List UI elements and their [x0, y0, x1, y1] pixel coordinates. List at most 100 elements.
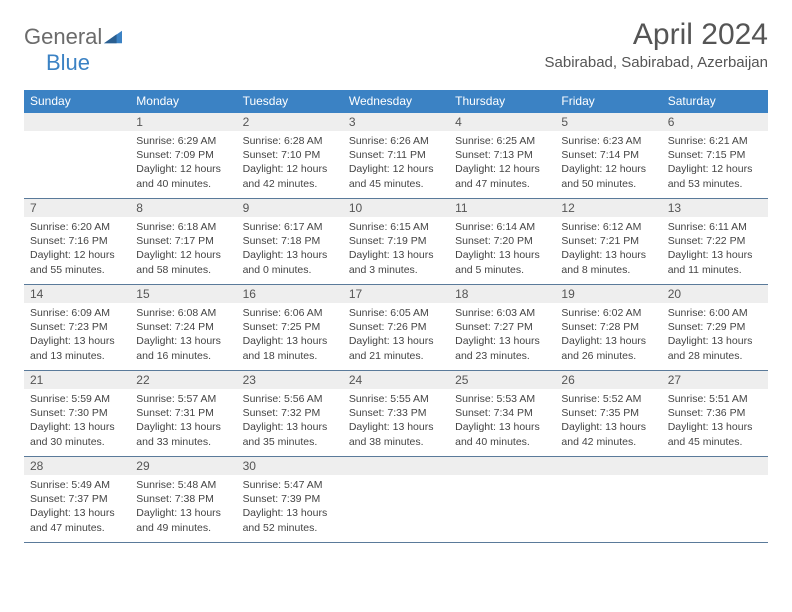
calendar-day-cell: 8Sunrise: 6:18 AMSunset: 7:17 PMDaylight…: [130, 199, 236, 285]
day-number: 5: [555, 113, 661, 131]
calendar-day-cell: 12Sunrise: 6:12 AMSunset: 7:21 PMDayligh…: [555, 199, 661, 285]
sunrise-line: Sunrise: 6:14 AM: [455, 220, 549, 234]
sunrise-line: Sunrise: 6:09 AM: [30, 306, 124, 320]
day-info: Sunrise: 6:20 AMSunset: 7:16 PMDaylight:…: [24, 217, 130, 281]
calendar-day-cell: 13Sunrise: 6:11 AMSunset: 7:22 PMDayligh…: [662, 199, 768, 285]
day-number: 7: [24, 199, 130, 217]
daylight-line: Daylight: 13 hours and 26 minutes.: [561, 334, 655, 362]
calendar-day-cell: 10Sunrise: 6:15 AMSunset: 7:19 PMDayligh…: [343, 199, 449, 285]
day-number: 15: [130, 285, 236, 303]
sunset-line: Sunset: 7:25 PM: [243, 320, 337, 334]
day-number: 16: [237, 285, 343, 303]
sunset-line: Sunset: 7:23 PM: [30, 320, 124, 334]
daylight-line: Daylight: 13 hours and 35 minutes.: [243, 420, 337, 448]
sunrise-line: Sunrise: 5:59 AM: [30, 392, 124, 406]
day-info: Sunrise: 6:09 AMSunset: 7:23 PMDaylight:…: [24, 303, 130, 367]
sunrise-line: Sunrise: 5:49 AM: [30, 478, 124, 492]
sunset-line: Sunset: 7:29 PM: [668, 320, 762, 334]
day-number: 17: [343, 285, 449, 303]
calendar-day-cell: 6Sunrise: 6:21 AMSunset: 7:15 PMDaylight…: [662, 113, 768, 199]
daylight-line: Daylight: 13 hours and 42 minutes.: [561, 420, 655, 448]
calendar-day-cell: 22Sunrise: 5:57 AMSunset: 7:31 PMDayligh…: [130, 371, 236, 457]
empty-day-strip: [343, 457, 449, 475]
daylight-line: Daylight: 13 hours and 45 minutes.: [668, 420, 762, 448]
daylight-line: Daylight: 13 hours and 40 minutes.: [455, 420, 549, 448]
sunset-line: Sunset: 7:39 PM: [243, 492, 337, 506]
sunset-line: Sunset: 7:24 PM: [136, 320, 230, 334]
day-number: 9: [237, 199, 343, 217]
day-info: Sunrise: 6:05 AMSunset: 7:26 PMDaylight:…: [343, 303, 449, 367]
month-title: April 2024: [545, 18, 769, 52]
title-block: April 2024 Sabirabad, Sabirabad, Azerbai…: [545, 18, 769, 71]
day-number: 10: [343, 199, 449, 217]
calendar-empty-cell: [555, 457, 661, 543]
sunset-line: Sunset: 7:22 PM: [668, 234, 762, 248]
calendar-head: SundayMondayTuesdayWednesdayThursdayFrid…: [24, 90, 768, 113]
sunrise-line: Sunrise: 6:11 AM: [668, 220, 762, 234]
daylight-line: Daylight: 12 hours and 55 minutes.: [30, 248, 124, 276]
daylight-line: Daylight: 13 hours and 13 minutes.: [30, 334, 124, 362]
calendar-week-row: 21Sunrise: 5:59 AMSunset: 7:30 PMDayligh…: [24, 371, 768, 457]
daylight-line: Daylight: 12 hours and 50 minutes.: [561, 162, 655, 190]
sunset-line: Sunset: 7:33 PM: [349, 406, 443, 420]
sunrise-line: Sunrise: 6:18 AM: [136, 220, 230, 234]
day-number: 18: [449, 285, 555, 303]
day-info: Sunrise: 5:57 AMSunset: 7:31 PMDaylight:…: [130, 389, 236, 453]
logo-part1: General: [24, 24, 102, 49]
day-info: Sunrise: 6:21 AMSunset: 7:15 PMDaylight:…: [662, 131, 768, 195]
sunrise-line: Sunrise: 6:25 AM: [455, 134, 549, 148]
calendar-day-cell: 16Sunrise: 6:06 AMSunset: 7:25 PMDayligh…: [237, 285, 343, 371]
day-number: 23: [237, 371, 343, 389]
daylight-line: Daylight: 13 hours and 38 minutes.: [349, 420, 443, 448]
daylight-line: Daylight: 12 hours and 42 minutes.: [243, 162, 337, 190]
sunset-line: Sunset: 7:13 PM: [455, 148, 549, 162]
weekday-header: Sunday: [24, 90, 130, 113]
sunset-line: Sunset: 7:16 PM: [30, 234, 124, 248]
calendar-day-cell: 4Sunrise: 6:25 AMSunset: 7:13 PMDaylight…: [449, 113, 555, 199]
sunrise-line: Sunrise: 6:02 AM: [561, 306, 655, 320]
day-info: Sunrise: 5:56 AMSunset: 7:32 PMDaylight:…: [237, 389, 343, 453]
calendar-day-cell: 3Sunrise: 6:26 AMSunset: 7:11 PMDaylight…: [343, 113, 449, 199]
calendar-empty-cell: [343, 457, 449, 543]
daylight-line: Daylight: 12 hours and 58 minutes.: [136, 248, 230, 276]
sunrise-line: Sunrise: 5:53 AM: [455, 392, 549, 406]
logo-triangle-icon: [104, 30, 122, 44]
day-number: 26: [555, 371, 661, 389]
logo: General Blue: [24, 18, 122, 76]
sunrise-line: Sunrise: 6:20 AM: [30, 220, 124, 234]
calendar-week-row: 28Sunrise: 5:49 AMSunset: 7:37 PMDayligh…: [24, 457, 768, 543]
calendar-day-cell: 19Sunrise: 6:02 AMSunset: 7:28 PMDayligh…: [555, 285, 661, 371]
sunrise-line: Sunrise: 5:55 AM: [349, 392, 443, 406]
day-info: Sunrise: 5:55 AMSunset: 7:33 PMDaylight:…: [343, 389, 449, 453]
day-number: 12: [555, 199, 661, 217]
daylight-line: Daylight: 13 hours and 33 minutes.: [136, 420, 230, 448]
calendar-empty-cell: [449, 457, 555, 543]
day-info: Sunrise: 5:48 AMSunset: 7:38 PMDaylight:…: [130, 475, 236, 539]
sunrise-line: Sunrise: 5:47 AM: [243, 478, 337, 492]
weekday-header: Wednesday: [343, 90, 449, 113]
day-number: 25: [449, 371, 555, 389]
calendar-week-row: 1Sunrise: 6:29 AMSunset: 7:09 PMDaylight…: [24, 113, 768, 199]
daylight-line: Daylight: 13 hours and 18 minutes.: [243, 334, 337, 362]
sunrise-line: Sunrise: 6:23 AM: [561, 134, 655, 148]
daylight-line: Daylight: 13 hours and 11 minutes.: [668, 248, 762, 276]
calendar-empty-cell: [24, 113, 130, 199]
calendar-day-cell: 7Sunrise: 6:20 AMSunset: 7:16 PMDaylight…: [24, 199, 130, 285]
sunset-line: Sunset: 7:37 PM: [30, 492, 124, 506]
daylight-line: Daylight: 13 hours and 5 minutes.: [455, 248, 549, 276]
calendar-day-cell: 9Sunrise: 6:17 AMSunset: 7:18 PMDaylight…: [237, 199, 343, 285]
sunset-line: Sunset: 7:34 PM: [455, 406, 549, 420]
sunrise-line: Sunrise: 5:48 AM: [136, 478, 230, 492]
location: Sabirabad, Sabirabad, Azerbaijan: [545, 54, 769, 71]
sunrise-line: Sunrise: 6:00 AM: [668, 306, 762, 320]
sunrise-line: Sunrise: 5:52 AM: [561, 392, 655, 406]
day-info: Sunrise: 6:26 AMSunset: 7:11 PMDaylight:…: [343, 131, 449, 195]
sunset-line: Sunset: 7:35 PM: [561, 406, 655, 420]
day-info: Sunrise: 6:29 AMSunset: 7:09 PMDaylight:…: [130, 131, 236, 195]
sunrise-line: Sunrise: 6:08 AM: [136, 306, 230, 320]
daylight-line: Daylight: 13 hours and 0 minutes.: [243, 248, 337, 276]
sunset-line: Sunset: 7:18 PM: [243, 234, 337, 248]
day-info: Sunrise: 6:11 AMSunset: 7:22 PMDaylight:…: [662, 217, 768, 281]
day-number: 29: [130, 457, 236, 475]
sunrise-line: Sunrise: 6:21 AM: [668, 134, 762, 148]
